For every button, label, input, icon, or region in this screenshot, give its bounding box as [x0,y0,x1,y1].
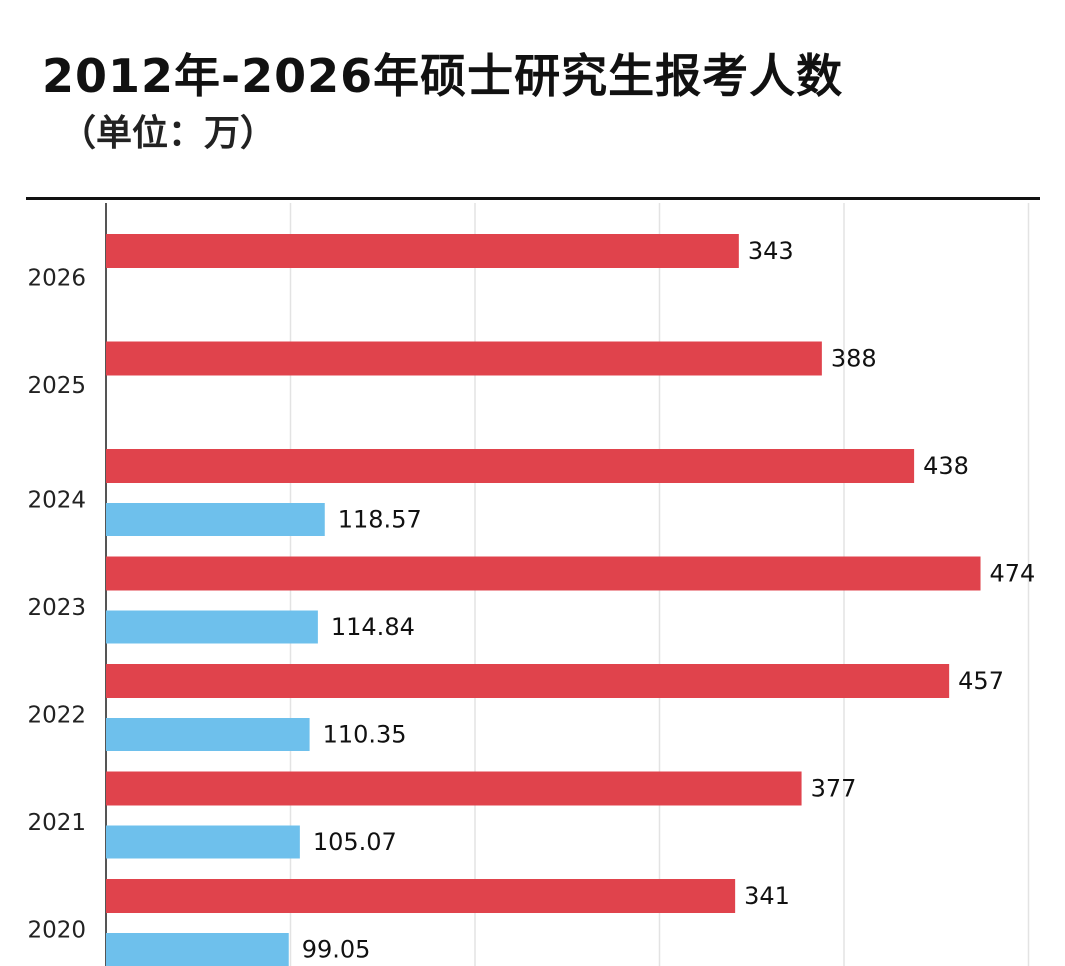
y-axis-ticks: 2026 2025 2024 2023 2022 2021 2020 [27,266,86,944]
data-label-applicants: 341 [744,882,790,910]
data-label-admitted: 99.05 [302,936,371,964]
bar-admitted [106,825,300,859]
data-label-applicants: 474 [990,560,1036,588]
y-tick-label: 2021 [27,810,86,836]
data-label-applicants: 457 [958,667,1004,695]
y-tick-label: 2020 [27,918,86,944]
y-tick-label: 2022 [27,703,86,729]
bar-admitted [106,718,310,751]
data-label-admitted: 110.35 [323,721,407,749]
bar-applicants [106,449,915,483]
bar-applicants [106,664,950,698]
bar-applicants [106,556,981,591]
bar-applicants [106,879,736,913]
bar-admitted [106,933,289,966]
bars [106,234,981,966]
data-label-applicants: 343 [748,237,794,265]
labels: 343 388 438 118.57 474 114.84 457 110.35 377 105.… [302,237,1036,964]
data-label-admitted: 114.84 [331,613,415,641]
chart-title: 2012年-2026年硕士研究生报考人数 [42,49,844,103]
title-divider [26,197,1040,200]
chart-subtitle: （单位：万） [60,113,277,154]
data-label-applicants: 388 [831,345,877,373]
bar-applicants [106,771,802,806]
bar-applicants [106,234,739,268]
data-label-applicants: 438 [923,452,969,480]
bar-admitted [106,610,318,644]
y-tick-label: 2026 [27,266,86,292]
bar-admitted [106,503,325,536]
y-tick-label: 2025 [27,373,86,399]
data-label-applicants: 377 [811,775,857,803]
data-label-admitted: 118.57 [338,506,422,534]
bar-applicants [106,341,822,376]
data-label-admitted: 105.07 [313,828,397,856]
y-tick-label: 2023 [27,595,86,621]
y-tick-label: 2024 [27,488,86,514]
